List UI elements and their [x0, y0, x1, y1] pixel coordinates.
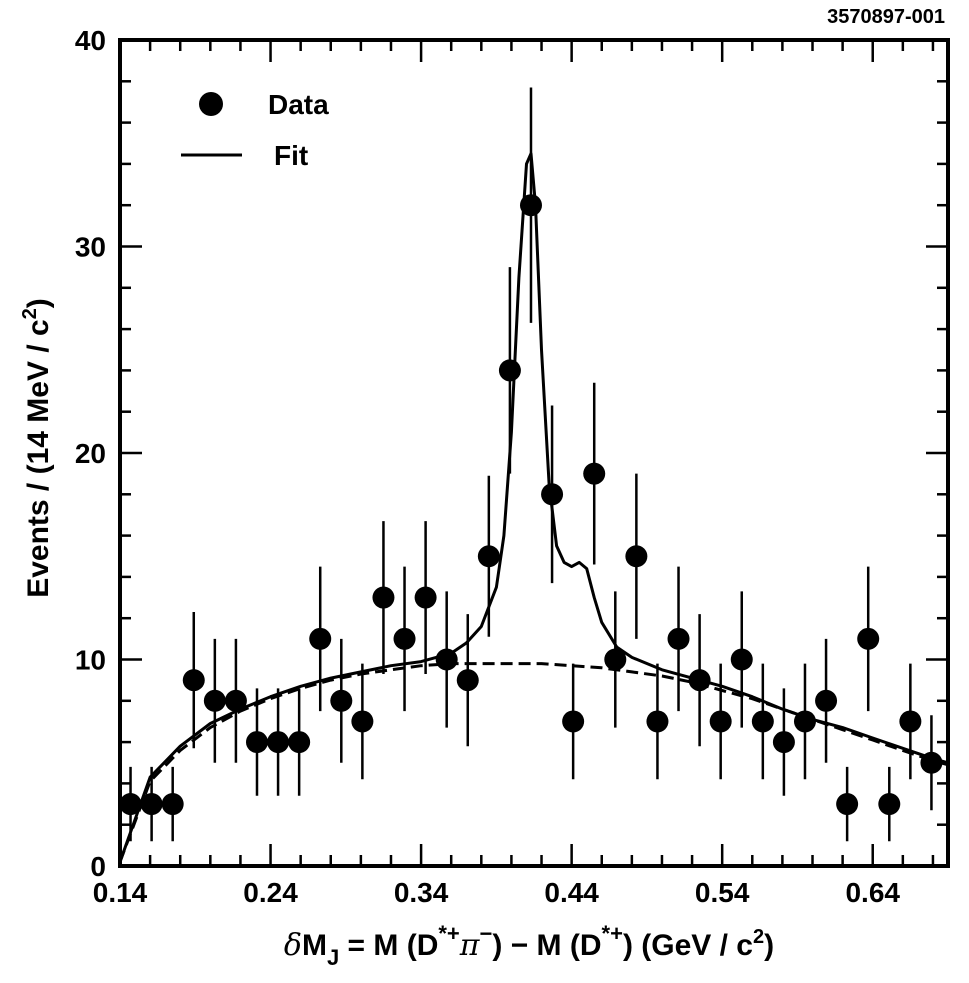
data-point: [583, 462, 606, 485]
data-point: [224, 689, 247, 712]
data-point: [646, 710, 669, 733]
ticks: [118, 38, 948, 868]
y-tick-label: 0: [90, 851, 106, 882]
data-point: [793, 710, 816, 733]
x-tick-label: 0.14: [93, 877, 148, 908]
x-tick-label: 0.64: [845, 877, 900, 908]
x-tick-label: 0.44: [544, 877, 599, 908]
data-point: [161, 793, 184, 816]
data-point: [625, 545, 648, 568]
data-point: [119, 793, 142, 816]
fit-curve: [120, 152, 948, 863]
data-point: [477, 545, 500, 568]
data-point: [435, 648, 458, 671]
data-point: [393, 627, 416, 650]
data-point: [920, 751, 943, 774]
data-point: [709, 710, 732, 733]
data-point: [751, 710, 774, 733]
data-point: [836, 793, 859, 816]
data-point: [140, 793, 163, 816]
data-point: [772, 731, 795, 754]
legend-fit-label: Fit: [274, 140, 308, 171]
fit-curves: [120, 152, 948, 863]
data-point: [604, 648, 627, 671]
data-point: [519, 194, 542, 217]
data-points: [119, 87, 943, 842]
data-point: [899, 710, 922, 733]
data-point: [182, 669, 205, 692]
data-point: [309, 627, 332, 650]
x-axis-title: δMJ = M (D*+π−) − M (D*+) (GeV / c2): [284, 921, 774, 970]
data-point: [667, 627, 690, 650]
figure-id: 3570897-001: [827, 6, 945, 28]
data-point: [730, 648, 753, 671]
y-tick-label: 40: [75, 25, 106, 56]
data-point: [688, 669, 711, 692]
data-point: [372, 586, 395, 609]
background-fit-curve: [120, 662, 948, 863]
legend-data-marker: [199, 92, 223, 116]
data-point: [267, 731, 290, 754]
data-point: [878, 793, 901, 816]
y-axis-title: Events / (14 MeV / c2): [19, 298, 55, 598]
x-tick-label: 0.34: [394, 877, 449, 908]
data-point: [330, 689, 353, 712]
data-point: [498, 359, 521, 382]
x-tick-label: 0.54: [695, 877, 750, 908]
data-point: [203, 689, 226, 712]
legend: Data Fit: [181, 89, 329, 171]
y-tick-label: 20: [75, 438, 106, 469]
plot-frame: [118, 38, 950, 868]
data-point: [562, 710, 585, 733]
data-point: [857, 627, 880, 650]
x-tick-label: 0.24: [243, 877, 298, 908]
y-tick-label: 30: [75, 232, 106, 263]
data-point: [815, 689, 838, 712]
data-point: [456, 669, 479, 692]
data-point: [245, 731, 268, 754]
legend-data-label: Data: [268, 89, 329, 120]
data-point: [288, 731, 311, 754]
tick-labels: 0.14 0.24 0.34 0.44 0.54 0.64 0 10 20 30 40: [75, 25, 901, 908]
data-point: [414, 586, 437, 609]
y-tick-label: 10: [75, 645, 106, 676]
data-point: [541, 483, 564, 506]
data-point: [351, 710, 374, 733]
